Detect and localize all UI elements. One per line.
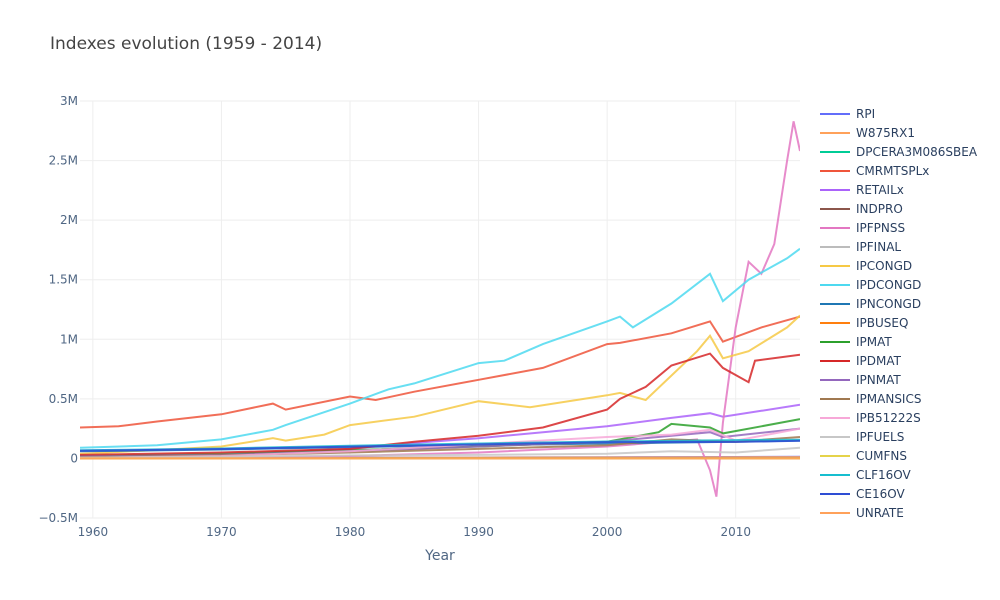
y-tick-label: 2.5M xyxy=(49,154,78,168)
series-line-ipdcongd xyxy=(80,247,800,449)
legend-item-ipnmat: IPNMAT xyxy=(856,373,901,387)
legend-item-dpcera3m086sbea: DPCERA3M086SBEA xyxy=(856,145,978,159)
y-tick-label: 1.5M xyxy=(49,273,78,287)
legend-item-w875rx1: W875RX1 xyxy=(856,126,915,140)
x-axis-title: Year xyxy=(424,548,455,564)
legend-item-ipdcongd: IPDCONGD xyxy=(856,278,921,292)
x-tick-label: 2010 xyxy=(720,525,751,539)
series-line-ipmat xyxy=(80,418,800,457)
legend-item-rpi: RPI xyxy=(856,107,875,121)
y-tick-label: 3M xyxy=(60,94,78,108)
x-tick-label: 1970 xyxy=(206,525,237,539)
y-tick-label: −0.5M xyxy=(39,511,79,525)
legend-item-ipfinal: IPFINAL xyxy=(856,240,901,254)
series-line-ipcongd xyxy=(80,314,800,455)
series-line-ce16ov xyxy=(80,439,800,452)
legend-item-ipbuseq: IPBUSEQ xyxy=(856,316,908,330)
legend-item-ipcongd: IPCONGD xyxy=(856,259,912,273)
x-tick-label: 2000 xyxy=(592,525,623,539)
legend-item-retailx: RETAILx xyxy=(856,183,904,197)
legend-item-cumfns: CUMFNS xyxy=(856,449,907,463)
legend-item-cmrmtsplx: CMRMTSPLx xyxy=(856,164,929,178)
y-tick-label: 0 xyxy=(70,451,78,465)
legend-item-clf16ov: CLF16OV xyxy=(856,468,911,482)
x-tick-label: 1960 xyxy=(78,525,109,539)
legend-item-ipfuels: IPFUELS xyxy=(856,430,904,444)
x-tick-label: 1990 xyxy=(463,525,494,539)
legend-item-ipfpnss: IPFPNSS xyxy=(856,221,905,235)
chart-title: Indexes evolution (1959 - 2014) xyxy=(50,34,323,54)
legend-item-ipmat: IPMAT xyxy=(856,335,892,349)
x-tick-label: 1980 xyxy=(335,525,366,539)
legend-item-ipmansics: IPMANSICS xyxy=(856,392,921,406)
legend-item-ipdmat: IPDMAT xyxy=(856,354,902,368)
y-tick-label: 0.5M xyxy=(49,392,78,406)
legend-item-ce16ov: CE16OV xyxy=(856,487,905,501)
series-line-ipb51222s xyxy=(80,427,800,459)
series-line-cmrmtsplx xyxy=(80,315,800,429)
legend-item-ipb51222s: IPB51222S xyxy=(856,411,921,425)
y-tick-label: 2M xyxy=(60,213,78,227)
y-tick-label: 1M xyxy=(60,332,78,346)
series-line-ipfuels xyxy=(80,446,800,459)
legend-item-indpro: INDPRO xyxy=(856,202,903,216)
legend-item-unrate: UNRATE xyxy=(856,506,904,520)
legend-item-ipncongd: IPNCONGD xyxy=(856,297,921,311)
